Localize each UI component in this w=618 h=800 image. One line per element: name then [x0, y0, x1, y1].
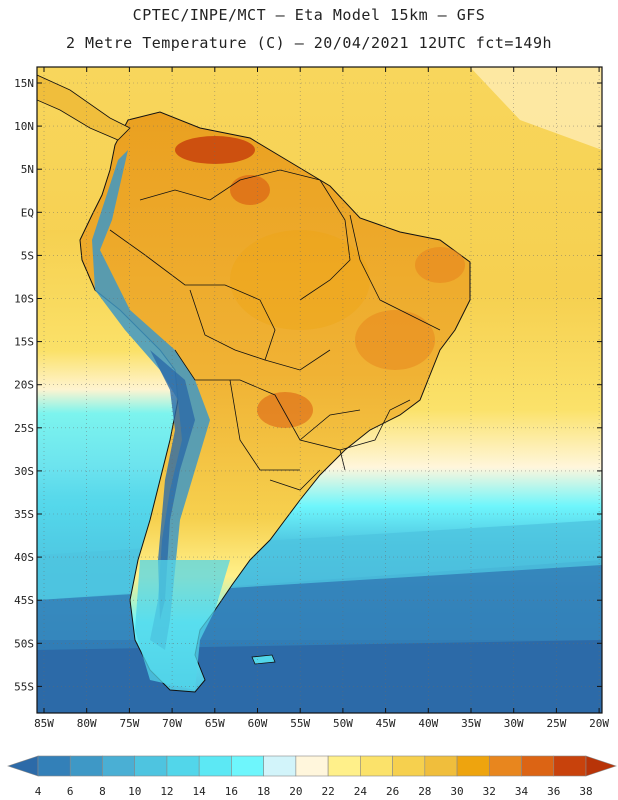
colorbar-bin [37, 755, 71, 777]
colorbar-arrow-low [7, 755, 39, 777]
lon-label: 35W [461, 717, 481, 730]
lat-label: 55S [14, 680, 34, 693]
lat-label: 40S [14, 551, 34, 564]
lat-label: 20S [14, 379, 34, 392]
lon-label: 60W [248, 717, 268, 730]
lat-label: 10S [14, 293, 34, 306]
country-borders [109, 169, 441, 491]
lat-label: 10N [14, 120, 34, 133]
lon-label: 20W [589, 717, 609, 730]
lon-label: 30W [504, 717, 524, 730]
colorbar-label: 20 [289, 785, 302, 798]
map-subtitle: 2 Metre Temperature (C) – 20/04/2021 12U… [65, 34, 553, 52]
colorbar-arrow-high [585, 755, 617, 777]
colorbar-label: 34 [515, 785, 529, 798]
map-frame [36, 66, 603, 714]
colorbar-label: 26 [386, 785, 399, 798]
lat-label: EQ [21, 206, 34, 219]
lat-label: 15S [14, 336, 34, 349]
colorbar-bin [198, 755, 232, 777]
lon-label: 45W [376, 717, 396, 730]
colorbar-bin [392, 755, 426, 777]
lon-label: 40W [418, 717, 438, 730]
lat-label: 35S [14, 508, 34, 521]
lat-label: 5S [21, 249, 34, 262]
lon-label: 25W [546, 717, 566, 730]
colorbar-label: 38 [579, 785, 592, 798]
latitude-labels: 15N 10N 5N EQ 5S 10S 15S 20S 25S 30S 35S 40S 45S 50S 5… [14, 77, 34, 693]
map-title: CPTEC/INPE/MCT – Eta Model 15km – GFS [132, 6, 486, 24]
colorbar-label: 4 [35, 785, 42, 798]
temperature-field [37, 67, 602, 713]
lat-label: 25S [14, 422, 34, 435]
colorbar-bin [102, 755, 136, 777]
lon-label: 65W [205, 717, 225, 730]
colorbar-bin [521, 755, 555, 777]
colorbar-bin [263, 755, 297, 777]
colorbar-label: 14 [193, 785, 207, 798]
lat-label: 15N [14, 77, 34, 90]
colorbar-label: 8 [99, 785, 106, 798]
lat-label: 45S [14, 594, 34, 607]
colorbar-label: 30 [450, 785, 463, 798]
lat-label: 50S [14, 637, 34, 650]
colorbar-bin [231, 755, 264, 777]
lon-label: 80W [77, 717, 97, 730]
colorbar-label: 28 [418, 785, 431, 798]
colorbar-bin [166, 755, 200, 777]
colorbar-bin [553, 755, 587, 777]
lon-label: 55W [290, 717, 310, 730]
colorbar-bin [134, 755, 168, 777]
lon-label: 75W [119, 717, 139, 730]
colorbar-bin [327, 755, 361, 777]
colorbar-label: 22 [321, 785, 334, 798]
colorbar-bin [69, 755, 103, 777]
colorbar-label: 36 [547, 785, 560, 798]
lat-label: 30S [14, 465, 34, 478]
colorbar-label: 16 [225, 785, 238, 798]
colorbar-label: 10 [128, 785, 141, 798]
colorbar-bin [360, 755, 393, 777]
colorbar-label: 12 [160, 785, 173, 798]
longitude-labels: 85W 80W 75W 70W 65W 60W 55W 50W 45W 40W 35W 30W 25W 2… [34, 717, 609, 730]
lon-label: 85W [34, 717, 54, 730]
lat-label: 5N [21, 163, 34, 176]
colorbar-labels: 4 6 8 10 12 14 16 18 20 22 24 26 28 30 32 34 36 38 [35, 785, 593, 798]
colorbar-bin [488, 755, 522, 777]
colorbar-label: 24 [354, 785, 368, 798]
colorbar-label: 6 [67, 785, 74, 798]
lon-label: 50W [333, 717, 353, 730]
colorbar-bin [295, 755, 329, 777]
colorbar [7, 755, 617, 777]
lon-label: 70W [162, 717, 182, 730]
axis-ticks [37, 67, 602, 713]
colorbar-bin [424, 755, 458, 777]
colorbar-label: 18 [257, 785, 270, 798]
colorbar-bin [456, 755, 490, 777]
colorbar-label: 32 [483, 785, 496, 798]
